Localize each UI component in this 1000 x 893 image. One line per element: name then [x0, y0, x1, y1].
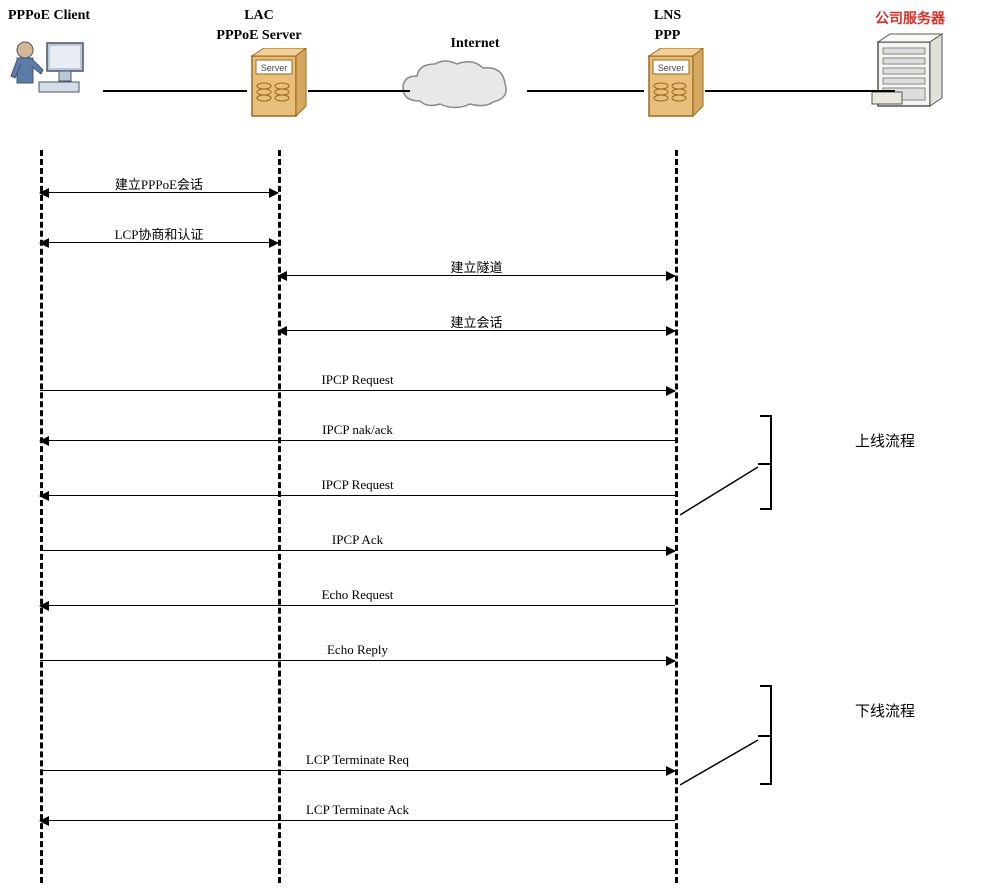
lns-label-1: LNS	[630, 8, 705, 24]
message-label: IPCP Request	[321, 477, 393, 493]
bracket-offline-diag	[680, 685, 770, 795]
message-label: IPCP Ack	[332, 532, 383, 548]
message-label: Echo Request	[322, 587, 394, 603]
message-arrow: Echo Request	[40, 605, 675, 629]
server-icon: Server	[248, 48, 308, 123]
message-arrow: 建立会话	[278, 330, 675, 354]
message-label: IPCP Request	[321, 372, 393, 388]
message-label: 建立会话	[450, 312, 502, 331]
message-label: LCP Terminate Ack	[306, 802, 409, 818]
message-arrow: LCP Terminate Ack	[40, 820, 675, 844]
bracket-online-label: 上线流程	[855, 430, 915, 451]
bracket-offline	[770, 685, 772, 785]
message-label: Echo Reply	[327, 642, 388, 658]
node-lns: LNS PPP Server	[630, 8, 705, 128]
node-internet: Internet	[395, 36, 515, 121]
message-arrow: IPCP nak/ack	[40, 440, 675, 464]
message-arrow: IPCP Request	[40, 495, 675, 519]
message-label: IPCP nak/ack	[322, 422, 393, 438]
internet-label: Internet	[435, 36, 515, 52]
conn-lns-corp	[705, 90, 895, 92]
bracket-online	[770, 415, 772, 510]
conn-cloud-lns	[527, 90, 644, 92]
corp-server-icon	[870, 32, 950, 112]
lac-label-1: LAC	[210, 8, 308, 24]
message-arrow: 建立隧道	[278, 275, 675, 299]
node-corp-server: 公司服务器	[870, 8, 950, 117]
message-label: LCP协商和认证	[115, 224, 204, 243]
header-row: PPPoE Client LAC PPPoE Server Server	[0, 8, 1000, 158]
message-arrow: 建立PPPoE会话	[40, 192, 278, 216]
message-label: 建立PPPoE会话	[115, 174, 203, 193]
conn-client-lac	[103, 90, 247, 92]
corp-server-label: 公司服务器	[870, 8, 950, 28]
server-icon: Server	[645, 48, 705, 123]
lac-label-2: PPPoE Server	[210, 28, 308, 44]
message-arrow: IPCP Request	[40, 390, 675, 414]
message-arrow: LCP Terminate Req	[40, 770, 675, 794]
svg-text:Server: Server	[658, 63, 685, 73]
svg-text:Server: Server	[261, 63, 288, 73]
message-label: LCP Terminate Req	[306, 752, 409, 768]
node-lac: LAC PPPoE Server Server	[210, 8, 308, 128]
client-label: PPPoE Client	[8, 8, 90, 24]
cloud-icon	[395, 56, 515, 116]
bracket-offline-label: 下线流程	[855, 700, 915, 721]
person-computer-icon	[9, 28, 89, 98]
message-arrow: IPCP Ack	[40, 550, 675, 574]
lns-label-2: PPP	[630, 28, 705, 44]
message-arrow: Echo Reply	[40, 660, 675, 684]
message-arrow: LCP协商和认证	[40, 242, 278, 266]
conn-lac-cloud	[308, 90, 410, 92]
message-label: 建立隧道	[450, 257, 502, 276]
bracket-online-diag	[680, 415, 770, 525]
node-client: PPPoE Client	[8, 8, 90, 103]
